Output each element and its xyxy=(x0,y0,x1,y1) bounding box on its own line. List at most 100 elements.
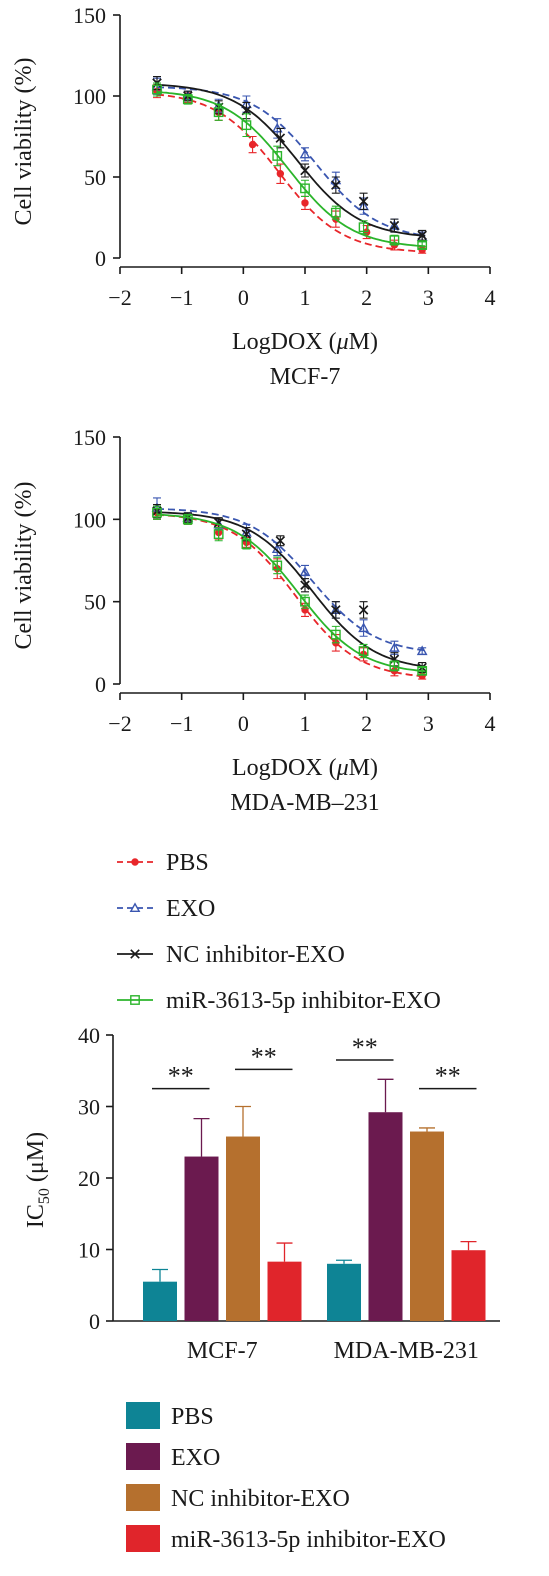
significance-label: ** xyxy=(352,1033,378,1062)
error-bar xyxy=(152,1268,168,1282)
data-point xyxy=(152,507,162,518)
x-tick-label: 4 xyxy=(485,711,496,736)
data-point xyxy=(358,196,369,207)
data-point xyxy=(417,665,428,676)
y-tick-label: 100 xyxy=(73,507,106,532)
legend-label: NC inhibitor-EXO xyxy=(166,942,345,968)
x-tick-label: 2 xyxy=(361,711,372,736)
error-bar xyxy=(193,1118,210,1157)
y-tick-label: 50 xyxy=(84,590,106,615)
error-bar xyxy=(242,113,251,138)
data-point xyxy=(248,140,257,149)
data-point xyxy=(299,566,311,577)
data-point xyxy=(331,180,341,190)
y-tick-label: 0 xyxy=(89,1309,100,1334)
x-tick-label: 1 xyxy=(300,285,311,310)
line-legend: PBS EXO NC inhibitor-EXO miR-3613-5p inhibi… xyxy=(117,850,441,1014)
error-bar xyxy=(276,1242,293,1262)
data-point xyxy=(299,148,311,159)
bar xyxy=(226,1136,260,1321)
y-tick-label: 0 xyxy=(95,246,106,271)
data-point xyxy=(389,220,400,231)
legend-label: PBS xyxy=(171,1404,214,1430)
data-point xyxy=(358,646,369,656)
error-bar xyxy=(273,145,282,167)
y-tick-label: 50 xyxy=(84,165,106,190)
legend-label: EXO xyxy=(166,896,215,922)
data-point xyxy=(275,133,286,143)
legend-marker xyxy=(130,995,140,1005)
chart-subtitle: MCF-7 xyxy=(270,364,341,390)
y-axis-label: IC50 (μM) xyxy=(23,1132,53,1228)
x-category-label: MCF-7 xyxy=(187,1338,258,1364)
legend-swatch xyxy=(126,1443,160,1470)
ic50-bar-chart: 0 10 20 30 40 IC50 (μM) MCF-7 MDA-MB-231 ** ** ** *… xyxy=(23,1023,500,1364)
y-axis-label: Cell viability (%) xyxy=(11,482,37,650)
legend-marker xyxy=(129,902,141,913)
error-bar xyxy=(460,1240,477,1251)
data-point xyxy=(330,629,341,640)
fit-curve-pbs xyxy=(156,93,426,253)
data-point xyxy=(300,596,310,607)
data-point xyxy=(358,222,369,233)
fit-curve-nc-inhibitor-exo xyxy=(156,83,426,237)
data-point xyxy=(300,165,310,176)
data-point xyxy=(301,199,309,207)
x-tick-label: −1 xyxy=(170,711,193,736)
data-point xyxy=(416,645,428,656)
bar xyxy=(184,1156,219,1321)
x-tick-label: 4 xyxy=(485,285,496,310)
x-axis-label: LogDOX (μM) xyxy=(232,755,378,781)
x-tick-label: 3 xyxy=(423,711,434,736)
data-point xyxy=(182,94,193,105)
data-point xyxy=(272,151,283,161)
error-bar xyxy=(418,241,427,249)
legend-label: PBS xyxy=(166,850,209,876)
error-bar xyxy=(390,660,399,672)
legend-swatch xyxy=(126,1402,160,1429)
data-point xyxy=(417,230,427,241)
y-tick-label: 30 xyxy=(78,1095,100,1120)
viability-chart-mcf7: 0 50 100 150 −2 −1 0 1 2 3 4 Cell viability (%) LogD… xyxy=(11,3,496,390)
fit-curve-exo xyxy=(156,508,426,652)
viability-chart-mda-mb-231: 0 50 100 150 −2 −1 0 1 2 3 4 Cell viability (%) LogD… xyxy=(11,425,496,816)
data-point xyxy=(389,660,400,671)
y-tick-label: 20 xyxy=(78,1166,100,1191)
error-bar xyxy=(419,1127,435,1132)
error-bar xyxy=(331,625,340,644)
fit-curve-exo xyxy=(156,86,426,237)
legend-label: miR-3613-5p inhibitor-EXO xyxy=(166,988,441,1014)
data-point xyxy=(331,605,341,615)
error-bar xyxy=(377,1078,394,1113)
legend-marker xyxy=(130,949,140,959)
x-tick-label: −1 xyxy=(170,285,193,310)
fit-curve-mir-3613-5p-inhibitor-exo xyxy=(156,513,426,673)
chart-subtitle: MDA-MB–231 xyxy=(230,790,379,816)
data-point xyxy=(241,539,252,549)
y-axis-label: Cell viability (%) xyxy=(11,58,37,226)
data-point xyxy=(358,605,369,615)
legend-label: NC inhibitor-EXO xyxy=(171,1486,350,1512)
data-point xyxy=(241,120,252,131)
x-tick-label: 0 xyxy=(238,711,249,736)
data-point xyxy=(389,235,400,246)
y-tick-label: 150 xyxy=(73,425,106,450)
bar xyxy=(410,1131,444,1321)
x-tick-label: 1 xyxy=(300,711,311,736)
error-bar xyxy=(418,666,427,675)
bar xyxy=(451,1250,486,1321)
data-point xyxy=(213,529,224,540)
error-bar xyxy=(301,179,309,197)
legend-swatch xyxy=(126,1525,160,1552)
data-point xyxy=(152,84,162,95)
fit-curve-pbs xyxy=(156,513,426,678)
x-tick-label: −2 xyxy=(108,285,131,310)
data-point xyxy=(300,183,310,194)
data-point xyxy=(300,580,310,591)
error-bar xyxy=(242,538,251,550)
significance-label: ** xyxy=(168,1062,194,1091)
y-tick-label: 10 xyxy=(78,1238,100,1263)
bar-legend: PBS EXO NC inhibitor-EXO miR-3613-5p inhibi… xyxy=(126,1402,446,1553)
error-bar xyxy=(273,556,282,575)
